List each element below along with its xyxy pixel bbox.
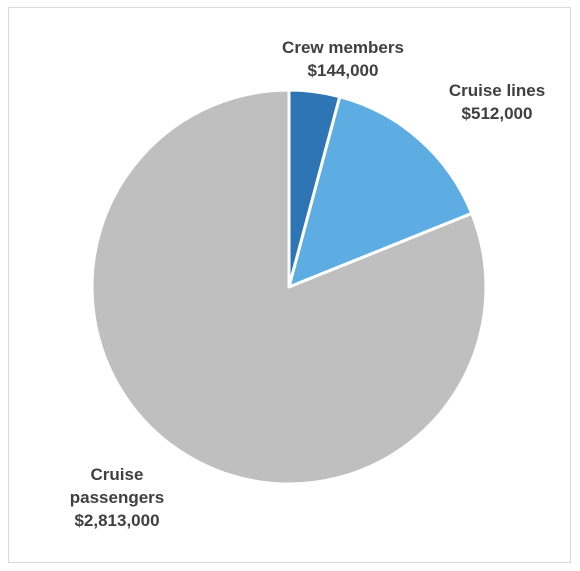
pie-slices (90, 88, 488, 486)
slice-label-cruise-lines-value: $512,000 (461, 104, 533, 123)
slice-label-cruise-lines-name: Cruise lines (448, 81, 546, 100)
slice-label-cruise-passengers: Cruise passengers $2,813,000 (52, 463, 182, 532)
slice-label-cruise-passengers-name-1: Cruise (90, 465, 144, 484)
slice-label-crew-members-name: Crew members (282, 38, 404, 57)
pie-slice-cruise-passengers (90, 88, 488, 486)
slice-label-cruise-lines: Cruise lines $512,000 (432, 79, 562, 125)
slice-label-crew-members-value: $144,000 (307, 61, 379, 80)
pie-slice-cruise-lines (287, 95, 474, 289)
slice-label-cruise-passengers-name-2: passengers (69, 488, 165, 507)
slice-label-crew-members: Crew members $144,000 (268, 36, 418, 82)
slice-label-cruise-passengers-value: $2,813,000 (74, 511, 160, 530)
